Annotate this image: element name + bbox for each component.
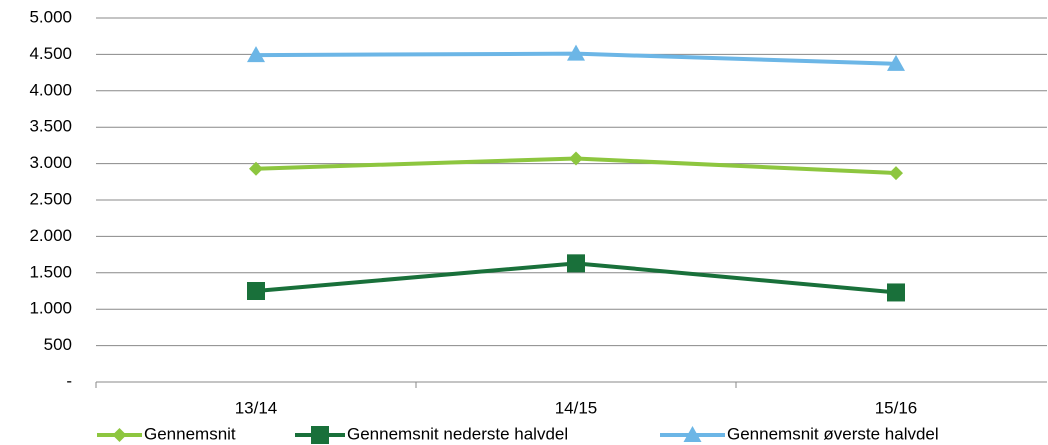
data-point <box>249 161 263 176</box>
y-tick-label: - <box>66 371 72 390</box>
legend-label: Gennemsnit <box>144 424 236 443</box>
x-tick-label: 14/15 <box>555 398 598 417</box>
x-tick-label: 13/14 <box>235 398 278 417</box>
x-tick-label: 15/16 <box>875 398 918 417</box>
data-point <box>889 166 903 181</box>
data-point <box>247 282 265 300</box>
data-point <box>569 151 583 166</box>
data-point <box>887 283 905 302</box>
y-tick-label: 3.000 <box>29 153 72 172</box>
data-point <box>567 254 585 273</box>
data-point <box>887 54 905 71</box>
legend-marker <box>683 426 702 442</box>
y-tick-label: 4.000 <box>29 80 72 99</box>
legend-label: Gennemsnit øverste halvdel <box>727 424 939 443</box>
data-point <box>247 46 265 63</box>
y-tick-label: 1.000 <box>29 299 72 318</box>
legend-marker <box>311 426 329 444</box>
legend-marker <box>112 428 127 442</box>
y-tick-label: 2.000 <box>29 226 72 245</box>
data-point <box>567 44 585 61</box>
y-tick-label: 4.500 <box>29 44 72 63</box>
y-tick-label: 2.500 <box>29 189 72 208</box>
y-tick-label: 500 <box>44 335 72 354</box>
y-tick-label: 3.500 <box>29 117 72 136</box>
y-tick-label: 5.000 <box>29 7 72 26</box>
legend-label: Gennemsnit nederste halvdel <box>347 424 568 443</box>
y-tick-label: 1.500 <box>29 262 72 281</box>
